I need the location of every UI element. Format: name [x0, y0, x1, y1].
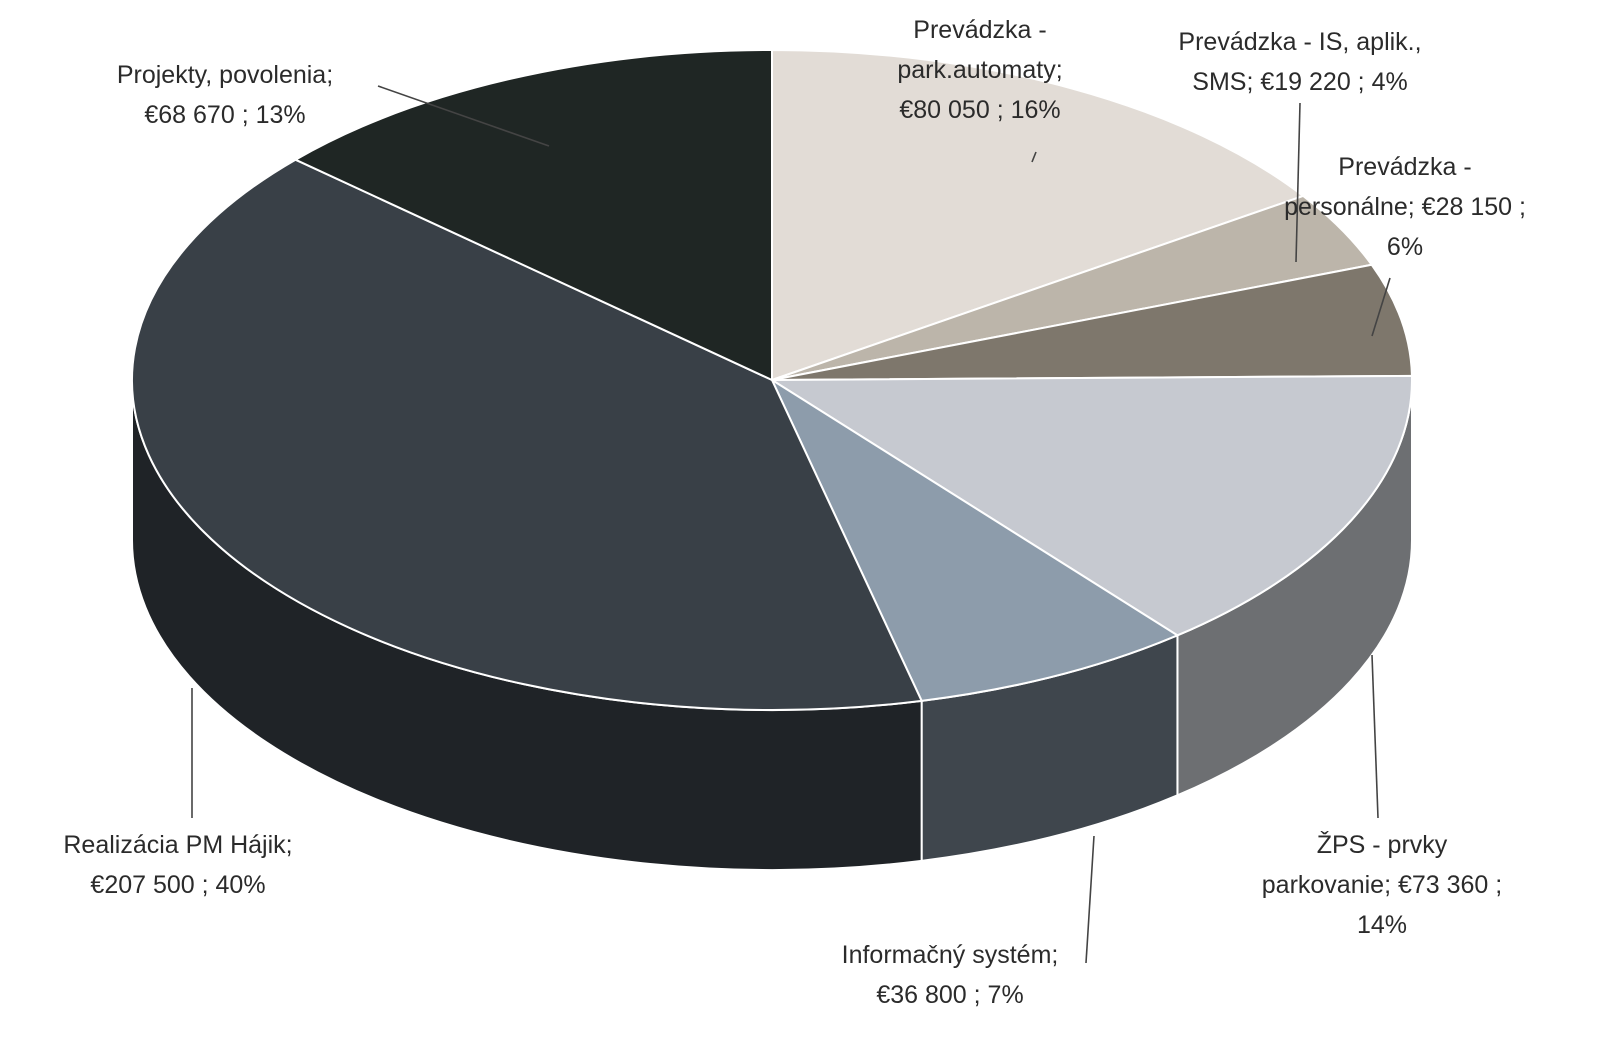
label-value: €207 500 ; 40% [90, 871, 266, 899]
label-value: 14% [1356, 911, 1408, 939]
slice-label-projekty: Projekty, povolenia; €68 670 ; 13% [75, 55, 375, 135]
label-line: Prevádzka - IS, aplik., [1178, 28, 1422, 56]
leader-lines [191, 85, 1391, 964]
pie-slice-6 [294, 49, 773, 381]
label-value: €80 050 ; 16% [899, 96, 1061, 124]
label-value: €36 800 ; 7% [876, 981, 1024, 1009]
label-line: parkovanie; €73 360 ; [1261, 871, 1503, 899]
label-line: Prevádzka - [913, 16, 1047, 44]
pie-slice-3 [771, 374, 1413, 637]
pie-slice-0 [771, 49, 1305, 381]
slice-label-prevadzka-automaty: Prevádzka - park.automaty; €80 050 ; 16% [840, 10, 1120, 130]
label-line: Realizácia PM Hájik; [63, 831, 293, 859]
pie-slices [131, 49, 1413, 711]
label-line: Prevádzka - [1338, 153, 1472, 181]
label-value: €68 670 ; 13% [144, 101, 306, 129]
label-line: park.automaty; [897, 56, 1063, 84]
label-value: 6% [1386, 233, 1424, 261]
leader-line-6 [377, 85, 550, 147]
label-value: SMS; €19 220 ; 4% [1192, 68, 1408, 96]
label-line: Projekty, povolenia; [116, 61, 334, 89]
leader-line-0 [1031, 151, 1037, 163]
pie-slice-2 [771, 263, 1413, 381]
label-line: Informačný systém; [841, 941, 1059, 969]
leader-line-2 [1371, 277, 1391, 337]
slice-label-informacny-system: Informačný systém; €36 800 ; 7% [810, 935, 1090, 1015]
pie-slice-5 [131, 158, 923, 711]
slice-label-realizacia-pm: Realizácia PM Hájik; €207 500 ; 40% [18, 825, 338, 905]
slice-label-zps-prvky: ŽPS - prvky parkovanie; €73 360 ; 14% [1222, 825, 1542, 945]
slice-label-prevadzka-is: Prevádzka - IS, aplik., SMS; €19 220 ; 4… [1150, 22, 1450, 102]
leader-line-3 [1371, 654, 1379, 819]
slice-label-prevadzka-personalne: Prevádzka - personálne; €28 150 ; 6% [1250, 147, 1560, 267]
label-line: ŽPS - prvky [1316, 831, 1448, 859]
label-line: personálne; €28 150 ; [1284, 193, 1526, 221]
leader-line-4 [1085, 835, 1095, 964]
leader-line-1 [1295, 102, 1301, 263]
pie-slice-4 [771, 379, 1179, 702]
